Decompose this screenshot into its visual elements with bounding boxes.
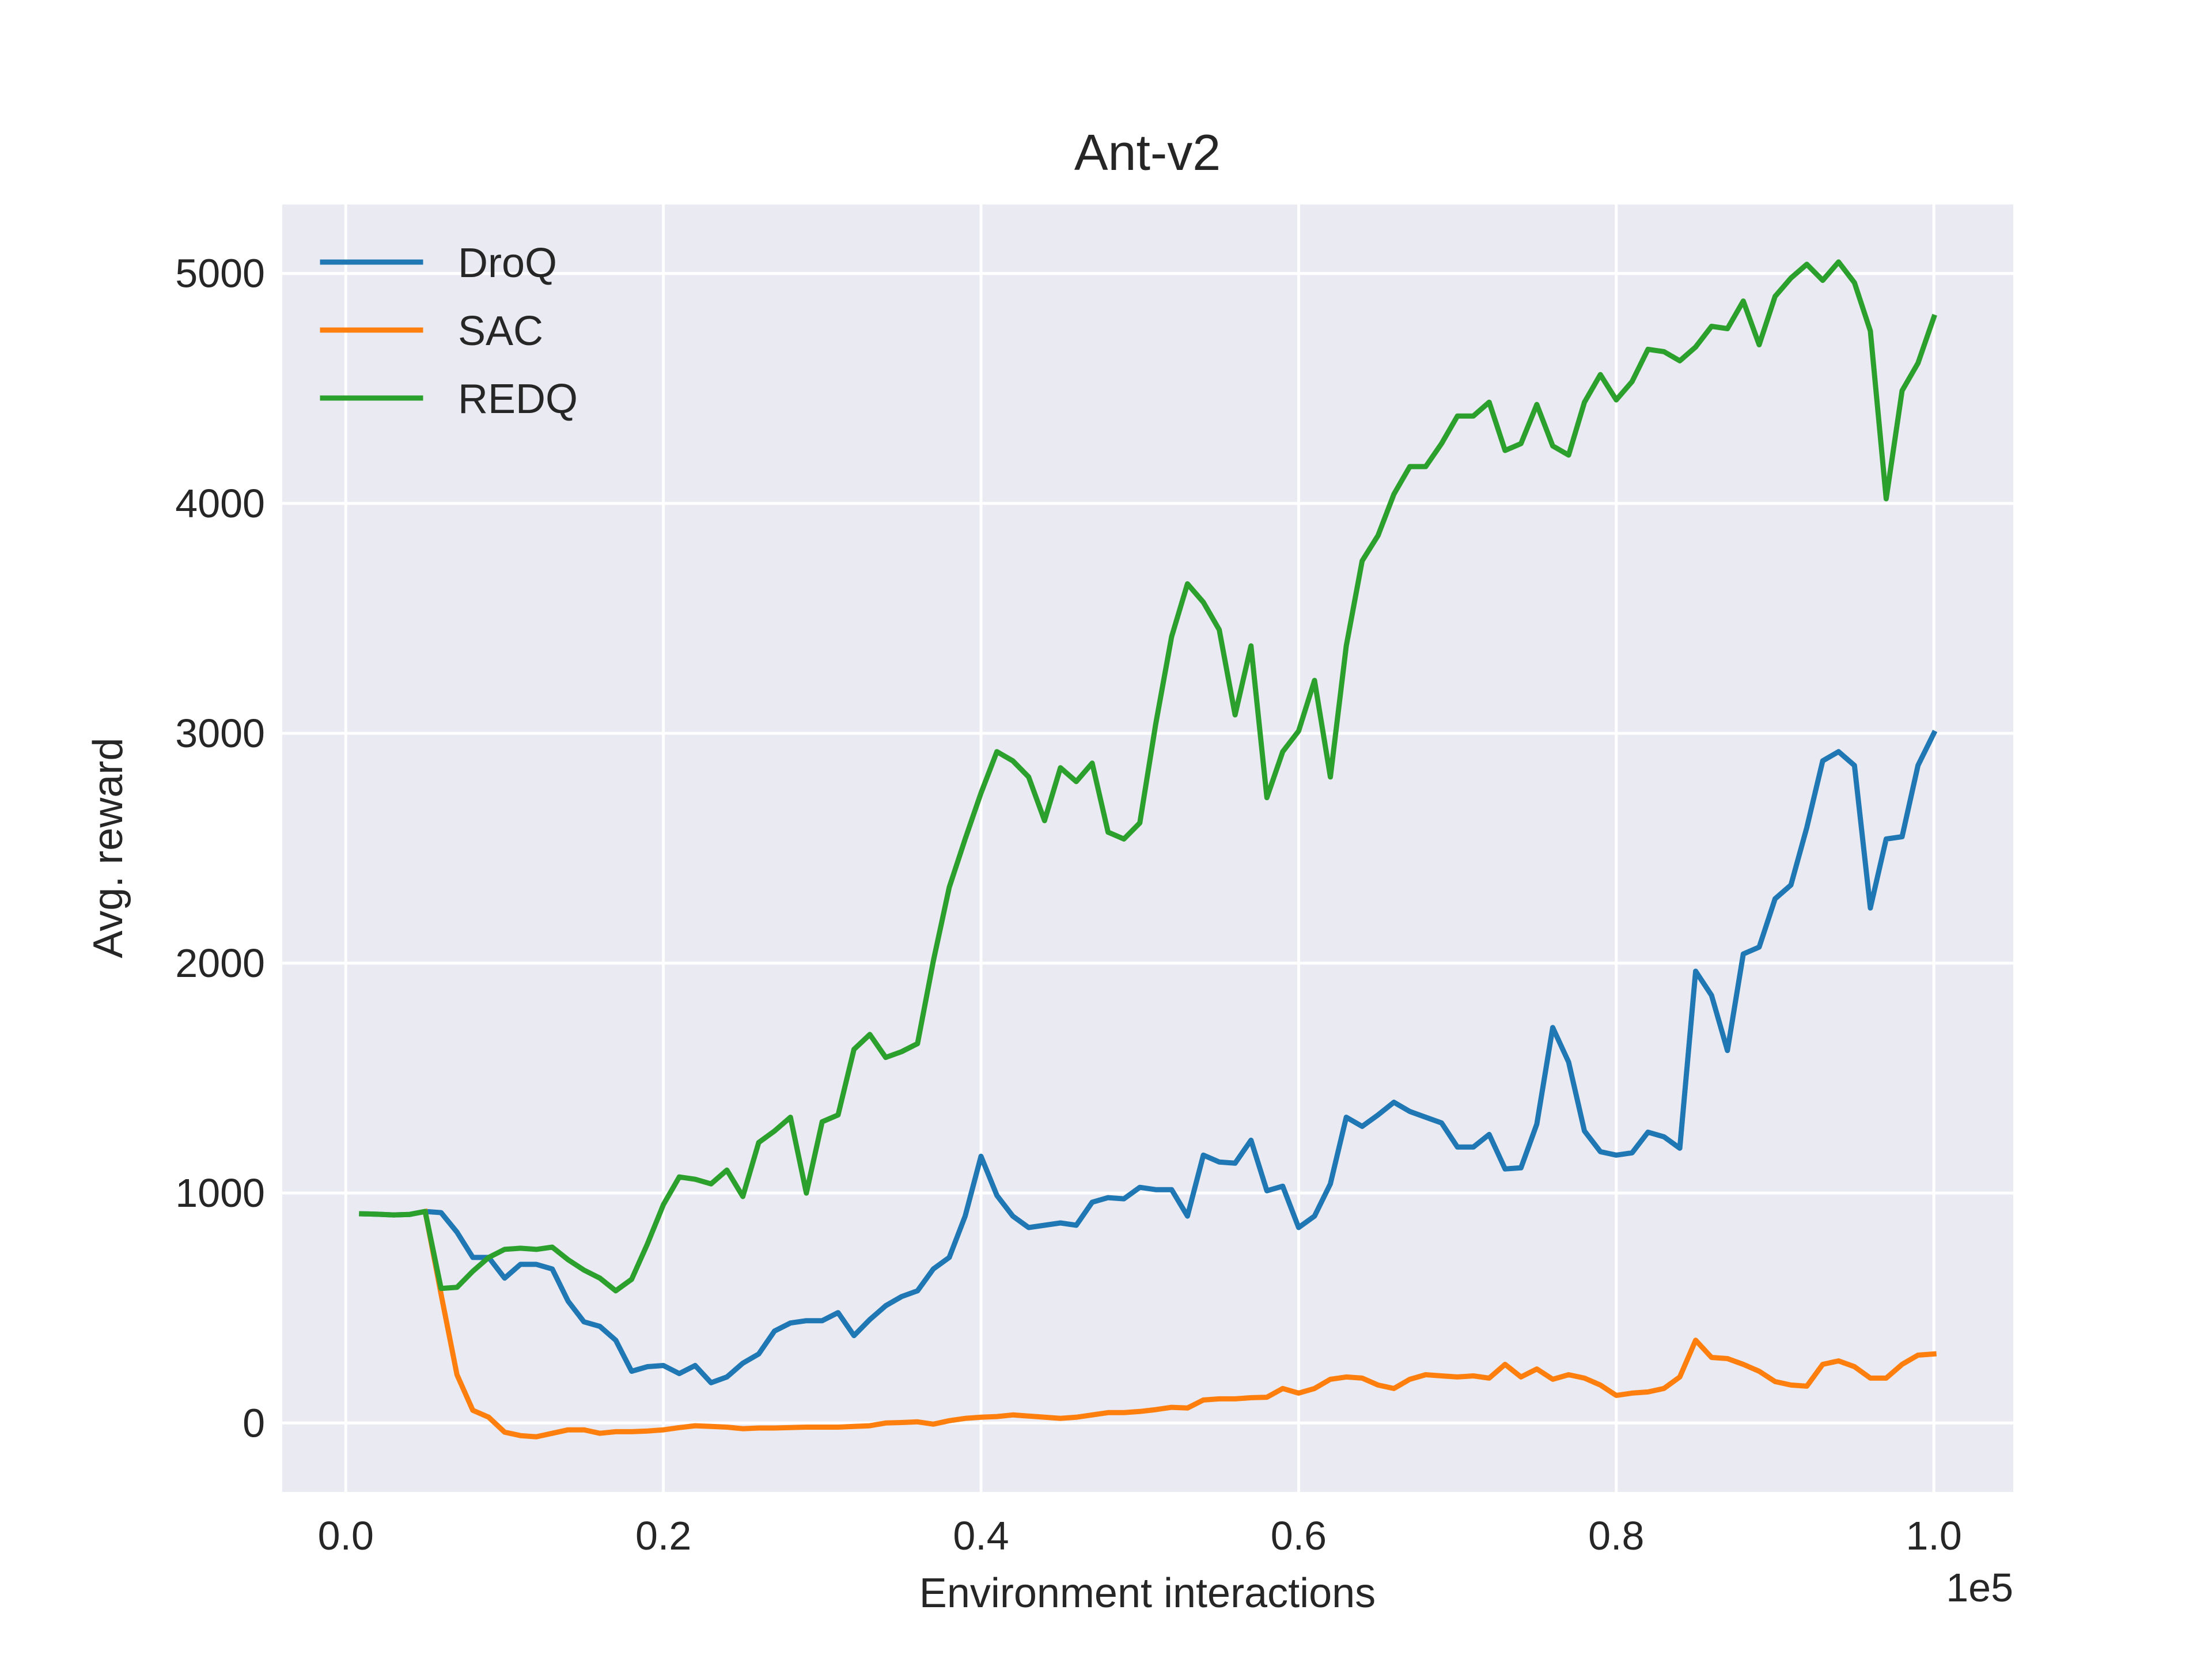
series-line-redq [359,259,1937,1294]
legend-label-droq: DroQ [458,240,557,286]
y-axis-label: Avg. reward [85,738,131,959]
y-tick-label: 3000 [175,711,265,756]
legend: DroQ SAC REDQ [320,240,578,422]
series-line-sac [422,1208,1937,1440]
y-tick-label: 5000 [175,251,265,296]
chart-title: Ant-v2 [1074,124,1221,181]
y-tick-label: 0 [243,1400,265,1445]
x-tick-label: 0.4 [953,1513,1009,1558]
x-tick-label: 0.0 [318,1513,374,1558]
x-tick-label: 0.2 [635,1513,691,1558]
y-axis-ticks: 0 1000 2000 3000 4000 5000 [175,251,265,1446]
x-axis-offset-label: 1e5 [1946,1565,2013,1610]
grid [282,204,2013,1492]
series-line-droq [359,729,1938,1385]
y-tick-label: 4000 [175,481,265,526]
x-axis-ticks: 0.0 0.2 0.4 0.6 0.8 1.0 [318,1513,1962,1558]
x-tick-label: 0.8 [1588,1513,1644,1558]
y-tick-label: 1000 [175,1171,265,1215]
x-axis-label: Environment interactions [919,1570,1376,1616]
legend-label-redq: REDQ [458,376,578,422]
y-tick-label: 2000 [175,941,265,986]
series-layer [359,259,1938,1440]
x-tick-label: 1.0 [1906,1513,1961,1558]
plot-background [282,204,2013,1492]
x-tick-label: 0.6 [1271,1513,1327,1558]
legend-label-sac: SAC [458,308,543,354]
